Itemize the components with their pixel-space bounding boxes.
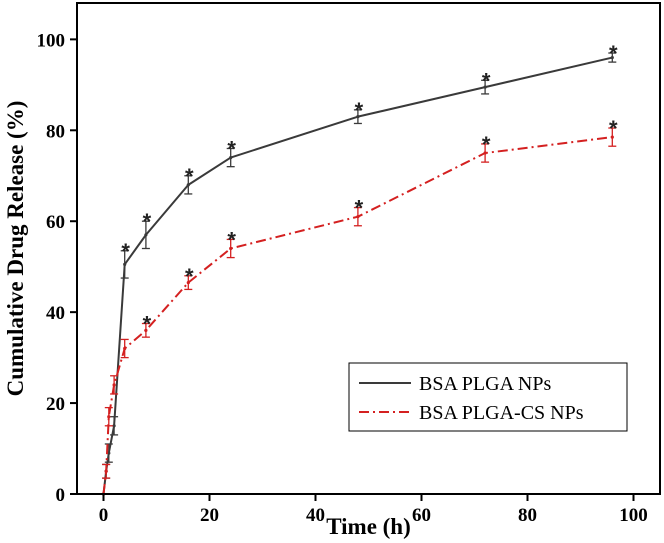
data-point-bsa-plga-cs-nps (186, 280, 190, 285)
y-tick-label: 80 (46, 121, 65, 142)
data-point-bsa-plga-nps (356, 115, 360, 119)
x-tick-label: 100 (619, 505, 648, 526)
y-tick-label: 40 (46, 303, 65, 324)
data-point-bsa-plga-cs-nps (104, 469, 108, 473)
significance-marker: * (355, 98, 364, 123)
data-point-bsa-plga-cs-nps (144, 328, 148, 332)
x-tick-label: 40 (306, 505, 325, 526)
legend-label-bsa-plga-nps: BSA PLGA NPs (419, 373, 551, 395)
y-tick-label: 100 (37, 30, 66, 51)
significance-marker: * (482, 68, 491, 93)
legend-box (348, 362, 628, 432)
data-point-bsa-plga-nps (229, 155, 233, 160)
data-point-bsa-plga-nps (144, 233, 148, 237)
y-tick-label: 20 (46, 394, 65, 415)
data-point-bsa-plga-cs-nps (123, 346, 127, 351)
significance-marker: * (227, 136, 236, 161)
data-point-bsa-plga-nps (112, 424, 116, 428)
data-point-bsa-plga-cs-nps (356, 215, 360, 219)
data-point-bsa-plga-cs-nps (112, 383, 116, 387)
significance-marker: * (609, 41, 618, 66)
x-tick-label: 60 (412, 505, 431, 526)
x-tick-label: 20 (200, 505, 219, 526)
y-axis-title: Cumulative Drug Release (%) (3, 101, 28, 397)
x-axis-title: Time (h) (326, 514, 411, 539)
axis-ticks: 0 20 40 60 80 100 0 20 40 60 80 100 (37, 30, 648, 526)
data-point-bsa-plga-nps (610, 55, 614, 60)
plot-marks: * * * * * * * * * * * * * (101, 41, 618, 496)
data-point-bsa-plga-nps (186, 183, 190, 187)
significance-marker: * (143, 209, 152, 234)
y-tick-label: 0 (56, 485, 66, 506)
significance-marker: * (609, 116, 618, 141)
significance-marker: * (227, 227, 236, 252)
legend: BSA PLGA NPs BSA PLGA-CS NPs (348, 362, 628, 432)
significance-marker: * (355, 196, 364, 221)
data-point-bsa-plga-cs-nps (610, 135, 614, 139)
y-tick-label: 60 (46, 212, 65, 233)
significance-marker: * (185, 164, 194, 189)
x-tick-label: 0 (99, 505, 109, 526)
data-point-bsa-plga-cs-nps (229, 246, 233, 251)
data-point-bsa-plga-cs-nps (107, 415, 111, 419)
significance-marker: * (121, 239, 130, 264)
legend-label-bsa-plga-cs-nps: BSA PLGA-CS NPs (419, 402, 584, 424)
significance-marker: * (482, 132, 491, 157)
data-point-bsa-plga-cs-nps (483, 151, 487, 155)
data-point-bsa-plga-nps (123, 262, 127, 267)
x-tick-label: 80 (518, 505, 537, 526)
plot-frame (76, 2, 661, 495)
significance-marker: * (143, 312, 152, 337)
data-point-bsa-plga-nps (483, 85, 487, 89)
significance-marker: * (185, 264, 194, 289)
